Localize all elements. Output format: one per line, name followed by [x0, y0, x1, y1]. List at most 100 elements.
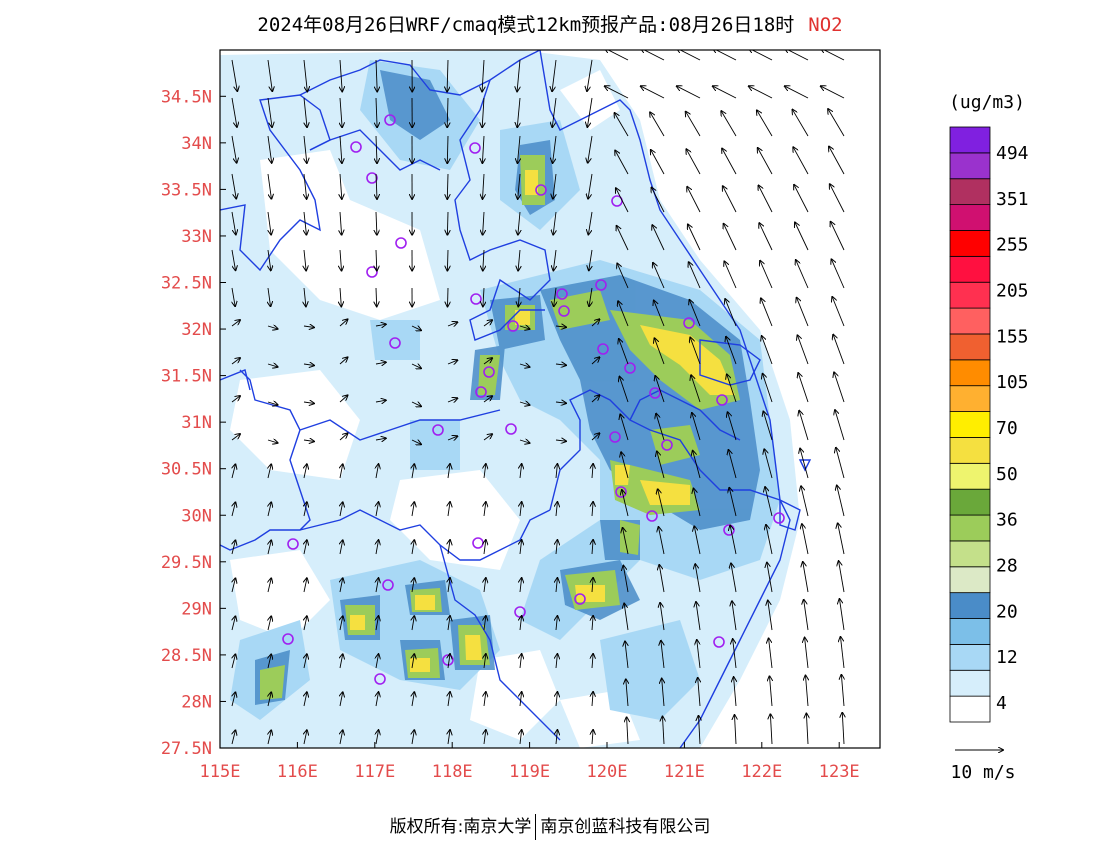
- wind-arrow: [651, 150, 665, 175]
- wind-arrow: [304, 540, 307, 555]
- wind-arrow: [830, 184, 845, 213]
- wind-arrow: [617, 226, 629, 251]
- wind-arrow: [375, 400, 386, 402]
- colorbar-label: 105: [996, 372, 1029, 393]
- colorbar-box: [949, 385, 991, 412]
- wind-arrow: [340, 692, 343, 707]
- wind-arrow: [759, 223, 773, 251]
- wind-arrow: [412, 730, 414, 745]
- wind-arrow: [482, 59, 484, 91]
- lat-tick-label: 27.5N: [161, 739, 212, 759]
- wind-arrow: [484, 578, 486, 593]
- wind-arrow: [482, 135, 484, 163]
- colorbar-box: [949, 204, 991, 231]
- wind-arrow: [713, 86, 737, 99]
- wind-arrow: [835, 410, 845, 441]
- wind-arrow: [833, 335, 845, 365]
- lon-tick-label: 116E: [277, 762, 318, 782]
- colorbar-box: [949, 281, 991, 309]
- wind-arrow: [376, 97, 377, 127]
- wind-arrow: [231, 211, 236, 234]
- wind-arrow: [832, 259, 845, 289]
- wind-arrow: [587, 59, 593, 91]
- wind-arrow: [339, 357, 348, 365]
- wind-arrow: [723, 186, 737, 213]
- wind-arrow: [592, 502, 593, 517]
- wind-arrow: [268, 654, 271, 669]
- wind-arrow: [663, 717, 665, 745]
- wind-arrow: [231, 434, 240, 441]
- wind-arrow: [448, 692, 450, 707]
- colorbar-label: 155: [996, 326, 1029, 347]
- wind-arrow: [268, 540, 271, 555]
- wind-arrow: [520, 464, 522, 479]
- colorbar-label: 70: [996, 418, 1018, 439]
- wind-arrow: [698, 678, 700, 707]
- wind-arrow: [447, 436, 457, 440]
- wind-arrow: [552, 97, 557, 127]
- wind-arrow: [627, 717, 628, 745]
- wind-arrow: [447, 360, 457, 364]
- wind-arrow: [411, 326, 421, 330]
- wind-arrow: [232, 730, 235, 745]
- lon-tick-label: 119E: [509, 762, 550, 782]
- wind-arrow: [340, 540, 343, 555]
- wind-arrow: [231, 396, 240, 403]
- wind-arrow: [770, 714, 772, 745]
- wind-arrow: [655, 338, 665, 365]
- wind-arrow: [592, 730, 593, 745]
- latitude-axis: 27.5N 28N 28.5N 29N 29.5N 30N 30.5N 31N 31.5N 32N…: [161, 87, 226, 759]
- wind-arrow: [232, 540, 235, 555]
- wind-arrow: [268, 502, 271, 517]
- wind-arrow: [732, 601, 737, 631]
- wind-arrow: [412, 464, 414, 479]
- wind-arrow: [412, 616, 414, 631]
- wind-arrow: [304, 173, 307, 199]
- wind-arrow: [447, 97, 448, 127]
- wind-arrow: [828, 109, 845, 137]
- wind-arrow: [592, 692, 593, 707]
- lat-tick-label: 29N: [181, 599, 212, 619]
- wind-arrow: [519, 364, 530, 367]
- wind-arrow: [694, 526, 701, 555]
- wind-arrow: [796, 260, 809, 289]
- wind-arrow: [588, 135, 593, 163]
- wind-arrow: [553, 135, 557, 163]
- colorbar-box: [949, 152, 991, 180]
- wind-arrow: [412, 502, 414, 517]
- wind-arrow: [517, 59, 520, 91]
- wind-arrow: [799, 411, 809, 441]
- wind-arrow: [411, 402, 421, 406]
- wind-arrow: [339, 395, 348, 403]
- wind-arrow: [591, 357, 599, 365]
- wind-arrow: [232, 578, 235, 593]
- colorbar-box: [949, 514, 991, 542]
- wind-arrow: [376, 730, 379, 745]
- wind-arrow: [757, 110, 773, 137]
- lat-tick-label: 32.5N: [161, 274, 212, 294]
- wind-arrow: [520, 654, 522, 669]
- wind-arrow: [762, 336, 773, 365]
- wind-arrow: [556, 502, 557, 517]
- wind-arrow: [520, 692, 522, 707]
- wind-arrow: [520, 616, 522, 631]
- wind-arrow: [519, 440, 530, 443]
- wind-arrow: [766, 525, 773, 555]
- wind-arrow: [690, 338, 701, 365]
- wind-arrow: [376, 59, 377, 91]
- province-boundaries: [220, 50, 812, 748]
- wind-arrow: [484, 692, 486, 707]
- wind-arrow: [376, 692, 379, 707]
- wind-vectors: [231, 50, 845, 745]
- wind-arrow: [793, 110, 809, 137]
- wind-arrow: [795, 223, 809, 251]
- wind-arrow: [553, 173, 556, 199]
- wind-arrow: [482, 97, 484, 127]
- wind-arrow: [591, 319, 599, 327]
- wind-arrow: [839, 561, 845, 593]
- wind-arrow: [556, 692, 557, 707]
- lat-tick-label: 28.5N: [161, 646, 212, 666]
- wind-arrow: [376, 654, 379, 669]
- wind-arrow: [303, 364, 314, 365]
- colorbar-box: [949, 359, 991, 387]
